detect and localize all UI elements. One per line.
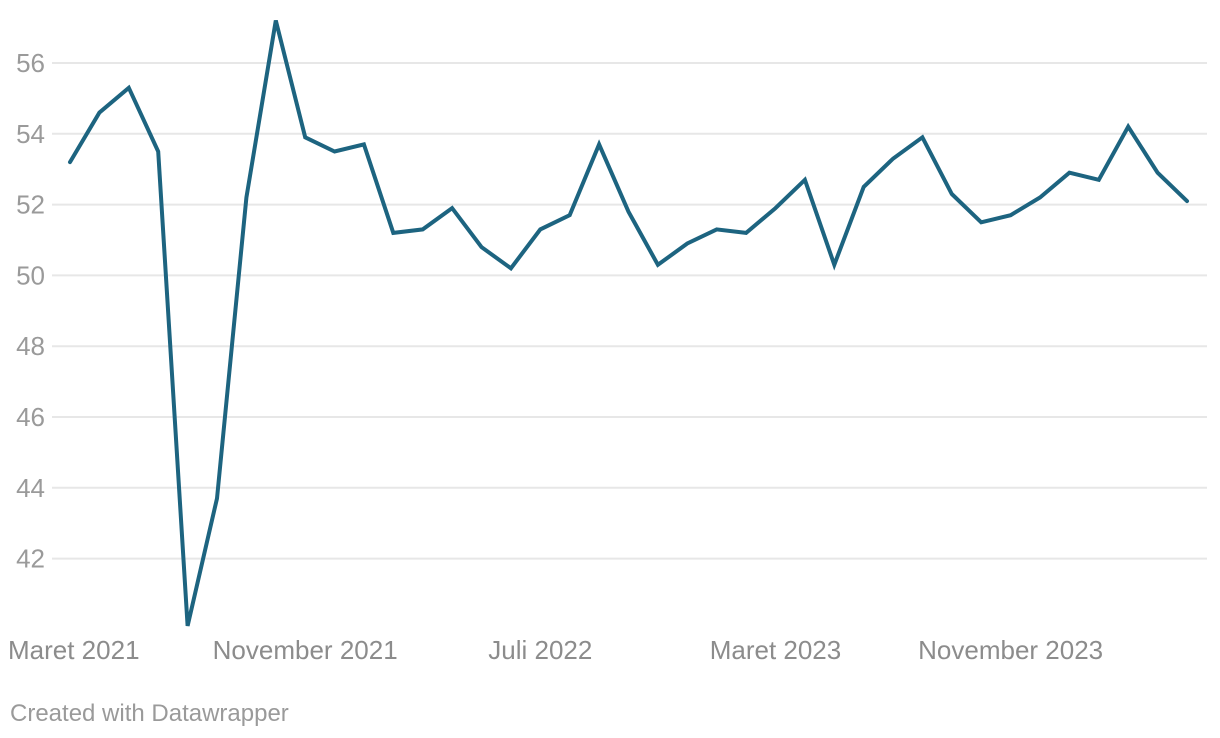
y-axis-labels: 56 54 52 50 48 46 44 42 bbox=[16, 48, 45, 574]
datawrapper-credit-link[interactable]: Created with Datawrapper bbox=[10, 700, 289, 727]
x-axis-labels: Maret 2021 November 2021 Juli 2022 Maret 20… bbox=[8, 635, 1103, 665]
y-axis-tick-label: 52 bbox=[16, 190, 45, 220]
data-line bbox=[68, 20, 1189, 627]
y-axis-tick-label: 48 bbox=[16, 331, 45, 361]
x-axis-tick-label: Juli 2022 bbox=[488, 635, 592, 665]
y-axis-tick-label: 46 bbox=[16, 402, 45, 432]
x-axis-tick-label: November 2021 bbox=[213, 635, 398, 665]
y-axis-tick-label: 42 bbox=[16, 544, 45, 574]
y-axis-tick-label: 56 bbox=[16, 48, 45, 78]
x-axis-tick-label: Maret 2021 bbox=[8, 635, 140, 665]
x-axis-tick-label: Maret 2023 bbox=[710, 635, 842, 665]
y-axis-tick-label: 50 bbox=[16, 260, 45, 290]
gridlines bbox=[52, 62, 1207, 560]
y-axis-tick-label: 44 bbox=[16, 473, 45, 503]
x-axis-tick-label: November 2023 bbox=[918, 635, 1103, 665]
y-axis-tick-label: 54 bbox=[16, 119, 45, 149]
